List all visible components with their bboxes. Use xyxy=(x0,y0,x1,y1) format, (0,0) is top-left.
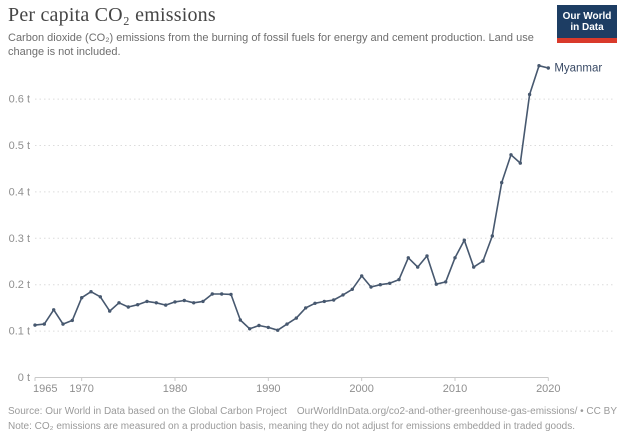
data-point-marker xyxy=(61,322,65,326)
data-point-marker xyxy=(472,265,476,269)
data-point-marker xyxy=(154,301,158,305)
data-point-marker xyxy=(145,299,149,304)
data-point-marker xyxy=(52,308,56,312)
x-tick-label: 1990 xyxy=(256,383,280,395)
y-tick-label: 0.2 t xyxy=(9,279,30,291)
data-point-marker xyxy=(42,322,46,326)
data-point-marker xyxy=(201,299,205,304)
data-point-marker xyxy=(210,292,214,296)
data-point-marker xyxy=(537,63,541,68)
owid-logo-text: Our World in Data xyxy=(557,5,617,38)
data-point-marker xyxy=(509,153,513,157)
chart-footer: Source: Our World in Data based on the G… xyxy=(8,404,617,434)
data-point-marker xyxy=(192,301,196,305)
data-point-marker xyxy=(332,298,336,302)
y-tick-label: 0.1 t xyxy=(9,326,30,338)
data-point-marker xyxy=(126,305,130,309)
data-point-marker xyxy=(453,256,457,260)
data-point-marker xyxy=(229,292,233,297)
data-point-marker xyxy=(33,323,37,327)
data-point-marker xyxy=(341,293,345,297)
owid-logo[interactable]: Our World in Data xyxy=(557,5,617,43)
x-tick-label: 2000 xyxy=(349,383,373,395)
owid-logo-line1: Our World xyxy=(562,10,612,22)
data-point-marker xyxy=(518,161,522,165)
data-point-marker xyxy=(238,318,242,322)
data-point-marker xyxy=(266,325,270,330)
note-text: Note: CO₂ emissions are measured on a pr… xyxy=(8,421,575,432)
data-point-marker xyxy=(416,265,420,269)
source-url-link[interactable]: OurWorldInData.org/co2-and-other-greenho… xyxy=(296,406,617,417)
series-line xyxy=(34,64,550,331)
y-tick-label: 0.3 t xyxy=(9,233,30,245)
data-point-marker xyxy=(304,306,308,310)
data-point-marker xyxy=(70,318,75,323)
data-point-marker xyxy=(490,234,494,238)
data-point-marker xyxy=(322,299,326,304)
source-text: Source: Our World in Data based on the G… xyxy=(8,406,287,417)
y-tick-label: 0.4 t xyxy=(9,186,30,198)
y-tick-label: 0.6 t xyxy=(9,94,30,106)
data-point-marker xyxy=(360,274,364,278)
data-point-marker xyxy=(117,301,121,305)
data-point-marker xyxy=(378,283,382,287)
data-point-marker xyxy=(182,298,186,303)
data-point-marker xyxy=(425,254,429,258)
data-point-marker xyxy=(546,66,550,70)
data-point-marker xyxy=(444,280,448,284)
x-tick-label: 1980 xyxy=(163,383,187,395)
data-point-marker xyxy=(136,303,140,307)
owid-logo-red-bar xyxy=(557,38,617,43)
data-point-marker xyxy=(276,328,280,332)
owid-logo-line2: in Data xyxy=(570,21,604,33)
data-point-marker xyxy=(98,295,103,299)
data-point-marker xyxy=(369,285,373,289)
data-point-marker xyxy=(257,323,261,328)
data-point-marker xyxy=(500,180,504,185)
data-point-marker xyxy=(397,277,401,282)
page-title: Per capita CO₂ emissions xyxy=(8,4,216,26)
data-point-marker xyxy=(406,256,410,260)
x-tick-label: 2010 xyxy=(443,383,467,395)
data-point-marker xyxy=(173,300,177,304)
x-tick-label: 1970 xyxy=(69,383,93,395)
data-point-marker xyxy=(388,281,392,285)
data-point-marker xyxy=(89,290,93,294)
data-point-marker xyxy=(481,259,485,263)
data-point-marker xyxy=(294,316,298,320)
data-point-marker xyxy=(350,287,354,291)
data-point-marker xyxy=(248,327,252,331)
x-tick-label: 2020 xyxy=(536,383,560,395)
data-point-marker xyxy=(527,92,532,97)
chart-subtitle: Carbon dioxide (CO₂) emissions from the … xyxy=(8,32,534,58)
data-point-marker xyxy=(80,296,84,300)
data-point-marker xyxy=(313,301,317,305)
data-point-marker xyxy=(164,303,168,307)
data-point-marker xyxy=(462,238,466,242)
data-point-marker xyxy=(108,309,112,313)
series-end-label: Myanmar xyxy=(554,63,602,75)
y-tick-label: 0.5 t xyxy=(9,140,30,152)
data-point-marker xyxy=(434,282,438,286)
x-tick-label: 1965 xyxy=(33,383,57,395)
data-point-marker xyxy=(220,292,224,296)
y-tick-label: 0 t xyxy=(18,372,30,384)
data-point-marker xyxy=(285,322,289,326)
